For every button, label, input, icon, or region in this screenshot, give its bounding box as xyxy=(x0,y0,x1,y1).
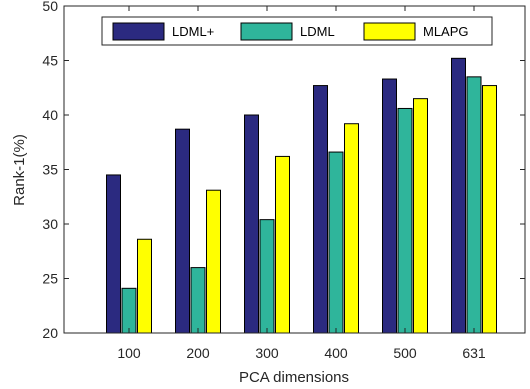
y-tick-label: 50 xyxy=(42,0,58,14)
x-axis-title: PCA dimensions xyxy=(239,369,349,386)
y-tick-label: 30 xyxy=(42,216,58,232)
x-tick-label: 100 xyxy=(117,345,141,361)
bar-mlapg-500 xyxy=(413,98,428,334)
bar-mlapg-100 xyxy=(137,238,152,334)
legend: LDML+ LDML MLAPG xyxy=(101,16,493,46)
bar-ldml--631 xyxy=(451,57,466,334)
bar-mlapg-631 xyxy=(482,85,497,334)
y-tick-label: 35 xyxy=(42,162,58,178)
legend-swatch-mlapg xyxy=(363,22,416,41)
legend-box xyxy=(101,16,493,46)
bar-ldml-300 xyxy=(259,219,275,334)
bar-ldml-400 xyxy=(328,151,344,334)
y-tick-label: 45 xyxy=(42,53,58,69)
legend-label: LDML xyxy=(300,24,335,39)
x-tick-label: 300 xyxy=(255,345,279,361)
x-tick-label: 631 xyxy=(462,345,486,361)
bar-ldml-200 xyxy=(190,267,206,334)
bar-ldml--100 xyxy=(106,174,121,334)
x-tick-label: 400 xyxy=(324,345,348,361)
bar-ldml-500 xyxy=(397,107,413,334)
bar-ldml--400 xyxy=(313,85,328,334)
bar-ldml-100 xyxy=(121,287,137,334)
x-tick-label: 500 xyxy=(393,345,417,361)
legend-swatch-ldml xyxy=(240,22,293,41)
bar-ldml-631 xyxy=(466,76,482,334)
bar-mlapg-400 xyxy=(344,123,359,334)
x-tick-label: 200 xyxy=(186,345,210,361)
bar-ldml--300 xyxy=(244,114,259,334)
y-tick-label: 40 xyxy=(42,107,58,123)
legend-swatch-ldml- xyxy=(112,22,165,41)
y-tick-label: 20 xyxy=(42,325,58,341)
y-axis-title: Rank-1(%) xyxy=(11,134,28,206)
bar-mlapg-200 xyxy=(206,189,221,334)
legend-label: LDML+ xyxy=(172,24,214,39)
y-tick-label: 25 xyxy=(42,271,58,287)
bar-ldml--500 xyxy=(382,78,397,334)
bar-mlapg-300 xyxy=(275,155,290,334)
legend-label: MLAPG xyxy=(423,24,469,39)
bar-ldml--200 xyxy=(175,128,190,334)
axes-group: 20 25 30 35 40 45 50 100 200 300 400 500 631 xyxy=(42,0,526,361)
